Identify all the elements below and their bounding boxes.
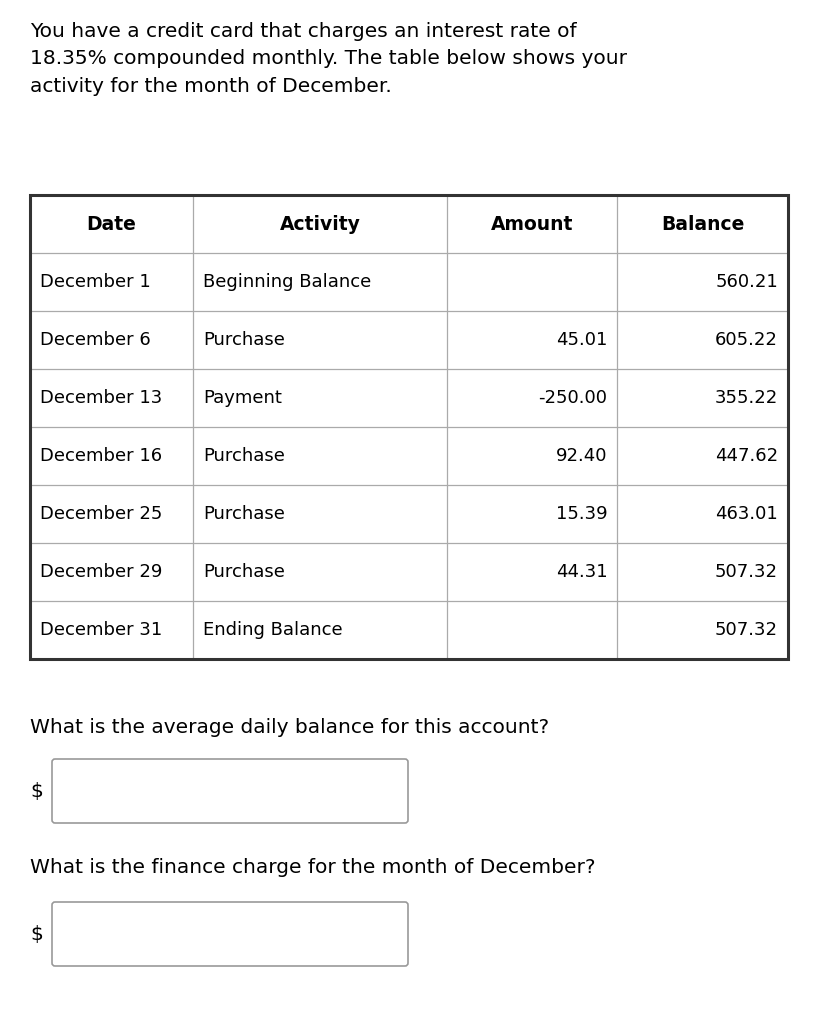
Text: December 29: December 29 [40,563,163,581]
Text: 355.22: 355.22 [715,389,778,407]
Text: Payment: Payment [203,389,282,407]
Text: December 1: December 1 [40,273,151,291]
Text: Activity: Activity [280,214,361,234]
Text: December 13: December 13 [40,389,162,407]
Text: 44.31: 44.31 [555,563,608,581]
Text: 605.22: 605.22 [715,331,778,349]
FancyBboxPatch shape [52,759,408,823]
Text: December 16: December 16 [40,447,162,465]
Text: What is the average daily balance for this account?: What is the average daily balance for th… [30,718,549,737]
Text: 15.39: 15.39 [555,505,608,523]
Text: 45.01: 45.01 [556,331,608,349]
Text: $: $ [30,924,43,943]
Text: 463.01: 463.01 [715,505,778,523]
Text: December 6: December 6 [40,331,151,349]
Text: Balance: Balance [661,214,744,234]
Text: You have a credit card that charges an interest rate of
18.35% compounded monthl: You have a credit card that charges an i… [30,22,627,96]
Text: Purchase: Purchase [203,447,285,465]
Text: 447.62: 447.62 [715,447,778,465]
Text: Purchase: Purchase [203,331,285,349]
Text: -250.00: -250.00 [538,389,608,407]
Text: December 25: December 25 [40,505,163,523]
Text: 507.32: 507.32 [715,621,778,639]
Text: $: $ [30,781,43,800]
Text: Beginning Balance: Beginning Balance [203,273,371,291]
Text: December 31: December 31 [40,621,162,639]
Text: Ending Balance: Ending Balance [203,621,343,639]
Text: 560.21: 560.21 [715,273,778,291]
Text: 92.40: 92.40 [556,447,608,465]
Text: Amount: Amount [491,214,573,234]
Text: Purchase: Purchase [203,505,285,523]
FancyBboxPatch shape [52,902,408,966]
Text: What is the finance charge for the month of December?: What is the finance charge for the month… [30,858,596,877]
Text: Date: Date [87,214,137,234]
Bar [30,195,788,659]
Text: Purchase: Purchase [203,563,285,581]
Text: 507.32: 507.32 [715,563,778,581]
